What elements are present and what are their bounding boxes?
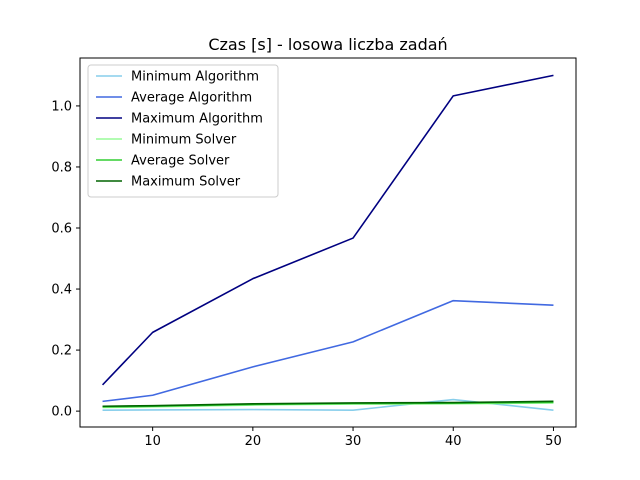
legend-label-5: Maximum Solver (131, 175, 241, 190)
y-tick-label: 0.6 (51, 222, 72, 237)
x-tick-label: 10 (144, 434, 161, 449)
series-line-1 (102, 299, 554, 403)
y-tick-label: 0.4 (51, 283, 72, 298)
y-tick-label: 0.2 (51, 344, 72, 359)
y-tick-label: 1.0 (51, 99, 72, 114)
x-tick-label: 50 (545, 434, 562, 449)
x-tick-label: 30 (345, 434, 362, 449)
legend-box (87, 64, 279, 198)
chart-title: Czas [s] - losowa liczba zadań (208, 35, 447, 54)
y-tick-label: 0.8 (51, 160, 72, 175)
legend-label-3: Minimum Solver (131, 133, 237, 148)
legend-label-2: Maximum Algorithm (131, 112, 263, 127)
legend-label-0: Minimum Algorithm (131, 70, 259, 85)
x-tick-label: 40 (445, 434, 462, 449)
legend-label-4: Average Solver (131, 154, 230, 169)
y-tick-label: 0.0 (51, 405, 72, 420)
series-line-0 (102, 398, 554, 412)
axes-frame (79, 57, 577, 428)
series-line-2 (101, 74, 554, 386)
x-axis: 10 20 30 40 50 (144, 427, 562, 449)
x-tick-label: 20 (245, 434, 262, 449)
series-line-5 (102, 400, 554, 408)
legend: Minimum Algorithm Average Algorithm Maximu… (87, 64, 279, 198)
plot-lines (101, 74, 554, 412)
y-axis: 0.0 0.2 0.4 0.6 0.8 1.0 (51, 99, 80, 420)
legend-label-1: Average Algorithm (131, 91, 252, 106)
